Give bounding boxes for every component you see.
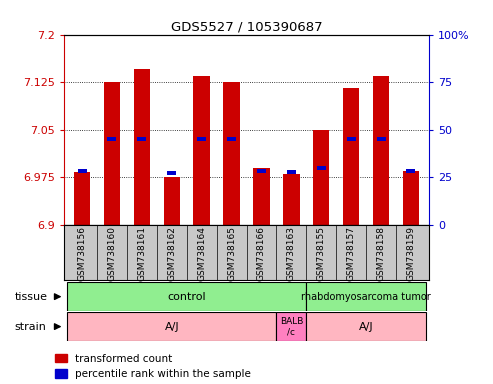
Text: tissue: tissue — [15, 291, 48, 302]
Bar — [67, 282, 306, 311]
Bar — [287, 170, 296, 174]
Bar — [377, 137, 386, 141]
Bar — [257, 169, 266, 173]
Bar — [197, 137, 206, 141]
Text: GSM738162: GSM738162 — [167, 226, 176, 281]
Text: GSM738157: GSM738157 — [347, 226, 355, 281]
Text: GSM738159: GSM738159 — [406, 226, 416, 281]
Text: BALB
/c: BALB /c — [280, 317, 303, 336]
Bar — [223, 82, 240, 225]
Bar — [107, 137, 116, 141]
Bar — [167, 171, 176, 175]
Text: GSM738165: GSM738165 — [227, 226, 236, 281]
Bar — [343, 88, 359, 225]
Bar — [77, 169, 86, 173]
Legend: transformed count, percentile rank within the sample: transformed count, percentile rank withi… — [55, 354, 251, 379]
Bar — [306, 282, 426, 311]
Text: A/J: A/J — [165, 321, 179, 332]
Text: GSM738156: GSM738156 — [77, 226, 87, 281]
Bar — [306, 312, 426, 341]
Text: GSM738155: GSM738155 — [317, 226, 326, 281]
Text: A/J: A/J — [359, 321, 373, 332]
Bar — [138, 137, 146, 141]
Bar — [313, 129, 329, 225]
Bar — [134, 70, 150, 225]
Text: GSM738161: GSM738161 — [138, 226, 146, 281]
Bar — [104, 82, 120, 225]
Text: GSM738166: GSM738166 — [257, 226, 266, 281]
Text: strain: strain — [15, 321, 47, 332]
Bar — [67, 312, 277, 341]
Bar — [407, 169, 416, 173]
Bar — [227, 137, 236, 141]
Bar — [373, 76, 389, 225]
Text: rhabdomyosarcoma tumor: rhabdomyosarcoma tumor — [301, 291, 431, 302]
Bar — [193, 76, 210, 225]
Text: GSM738160: GSM738160 — [107, 226, 116, 281]
Bar — [164, 177, 180, 225]
Text: GSM738163: GSM738163 — [287, 226, 296, 281]
Text: control: control — [168, 291, 206, 302]
Text: GSM738164: GSM738164 — [197, 226, 206, 281]
Bar — [74, 172, 90, 225]
Bar — [283, 174, 300, 225]
Bar — [347, 137, 355, 141]
Title: GDS5527 / 105390687: GDS5527 / 105390687 — [171, 20, 322, 33]
Bar — [277, 312, 306, 341]
Bar — [317, 166, 326, 169]
Text: GSM738158: GSM738158 — [377, 226, 386, 281]
Bar — [403, 171, 419, 225]
Bar — [253, 167, 270, 225]
